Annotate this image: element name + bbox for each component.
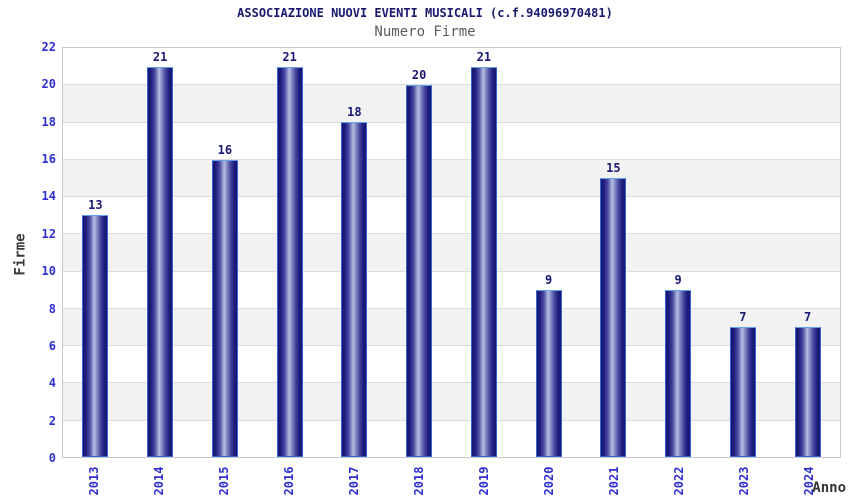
y-tick-2: 2 — [48, 413, 56, 428]
bar-slot-2024: 7 — [775, 48, 840, 457]
y-tick-22: 22 — [41, 40, 56, 54]
x-tick-2023: 2023 — [736, 466, 751, 496]
bar-value-label: 9 — [545, 272, 553, 287]
bar-value-label: 21 — [282, 49, 297, 64]
bar-2022 — [665, 289, 692, 457]
x-tick-2020: 2020 — [541, 466, 556, 496]
bar-slot-2014: 21 — [128, 48, 193, 457]
bar-2021 — [600, 178, 627, 457]
y-tick-18: 18 — [41, 114, 56, 129]
x-tick-2015: 2015 — [217, 466, 232, 496]
y-tick-10: 10 — [41, 264, 56, 279]
bar-2014 — [147, 66, 174, 457]
bar-value-label: 15 — [606, 161, 621, 176]
bar-slot-2019: 21 — [452, 48, 517, 457]
y-tick-20: 20 — [41, 77, 56, 92]
bar-value-label: 9 — [674, 272, 682, 287]
bar-value-label: 21 — [476, 49, 492, 64]
grid-band — [63, 48, 840, 85]
bar-slot-2023: 7 — [711, 48, 776, 457]
x-tick-2016: 2016 — [282, 466, 297, 496]
bar-value-label: 18 — [347, 105, 362, 120]
bar-slot-2022: 9 — [646, 48, 711, 457]
bar-2018 — [406, 85, 433, 457]
bar-slot-2020: 9 — [516, 48, 581, 457]
y-tick-0: 0 — [48, 451, 56, 465]
plot-area: 13 21 16 21 18 20 21 9 15 9 7 7 — [62, 47, 841, 458]
bar-2020 — [535, 289, 562, 457]
bar-2019 — [470, 66, 497, 457]
grid-band — [63, 382, 840, 420]
bars-layer: 13 21 16 21 18 20 21 9 15 9 7 7 — [63, 48, 840, 457]
bar-slot-2021: 15 — [581, 48, 646, 457]
bar-value-label: 16 — [217, 142, 233, 157]
bar-slot-2015: 16 — [193, 48, 258, 457]
grid-band — [63, 345, 840, 383]
x-tick-2017: 2017 — [347, 466, 362, 496]
grid-band — [63, 233, 840, 271]
x-axis-label: Anno — [812, 480, 846, 496]
bar-2016 — [276, 66, 303, 457]
grid-band — [63, 196, 840, 234]
y-tick-14: 14 — [41, 189, 56, 204]
grid-band — [63, 307, 840, 346]
bar-slot-2016: 21 — [257, 48, 322, 457]
grid-band — [63, 121, 840, 159]
x-tick-2021: 2021 — [606, 466, 621, 496]
bar-2017 — [341, 122, 368, 457]
bar-2024 — [794, 326, 821, 457]
grid-band — [63, 158, 840, 197]
bar-2023 — [729, 326, 756, 457]
bar-value-label: 7 — [804, 309, 812, 324]
chart-title: ASSOCIAZIONE NUOVI EVENTI MUSICALI (c.f.… — [237, 6, 613, 20]
y-tick-16: 16 — [41, 152, 56, 167]
grid-band — [63, 270, 840, 308]
bar-value-label: 21 — [152, 49, 168, 64]
bar-2015 — [211, 159, 238, 457]
bar-2013 — [82, 215, 109, 457]
y-tick-8: 8 — [48, 301, 56, 316]
x-tick-2019: 2019 — [476, 466, 491, 496]
bar-value-label: 20 — [411, 68, 427, 83]
x-tick-2013: 2013 — [87, 466, 102, 496]
y-tick-4: 4 — [48, 376, 56, 391]
bar-slot-2013: 13 — [63, 48, 128, 457]
chart-subtitle: Numero Firme — [374, 24, 476, 40]
x-tick-2018: 2018 — [412, 466, 427, 496]
grid-band — [63, 419, 840, 457]
bar-slot-2018: 20 — [387, 48, 452, 457]
bar-value-label: 13 — [88, 198, 103, 213]
x-tick-2014: 2014 — [152, 466, 167, 496]
grid-bands — [63, 48, 840, 457]
y-tick-6: 6 — [48, 338, 56, 353]
y-tick-12: 12 — [41, 226, 56, 241]
x-tick-2022: 2022 — [671, 466, 686, 496]
bar-value-label: 7 — [739, 309, 747, 324]
grid-band — [63, 84, 840, 122]
bar-slot-2017: 18 — [322, 48, 387, 457]
